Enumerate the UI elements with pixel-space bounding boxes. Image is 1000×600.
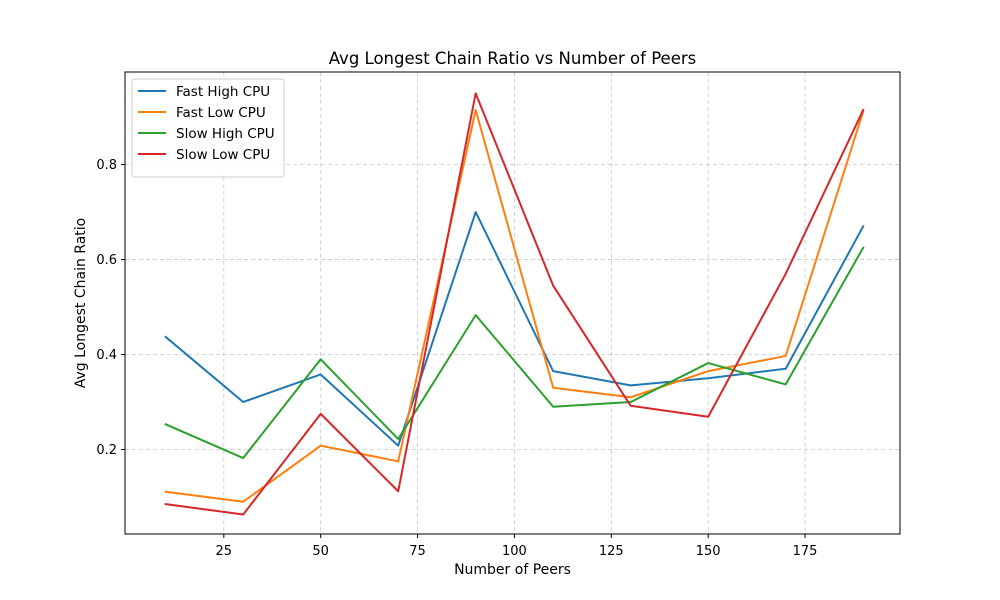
chart-title: Avg Longest Chain Ratio vs Number of Pee… — [329, 49, 697, 68]
y-axis-ticks: 0.2 0.4 0.6 0.8 — [96, 158, 125, 458]
legend: Fast High CPU Fast Low CPU Slow High CPU Sl… — [131, 78, 285, 178]
y-tick-label: 0.4 — [96, 348, 117, 363]
legend-label: Fast High CPU — [176, 84, 270, 100]
x-tick-label: 50 — [312, 544, 329, 559]
x-tick-label: 75 — [409, 544, 426, 559]
legend-label: Slow High CPU — [176, 126, 275, 142]
series-line-slow-high-cpu — [164, 246, 865, 460]
x-axis-label: Number of Peers — [454, 562, 571, 578]
series-line-slow-low-cpu — [164, 92, 865, 516]
series-line-fast-low-cpu — [164, 108, 865, 503]
y-axis-label: Avg Longest Chain Ratio — [73, 218, 89, 389]
x-tick-label: 100 — [502, 544, 527, 559]
legend-label: Fast Low CPU — [176, 105, 266, 121]
x-axis-ticks: 25 50 75 100 125 150 175 — [216, 534, 818, 559]
grid — [125, 72, 900, 534]
plot-frame — [124, 71, 901, 535]
x-tick-label: 125 — [599, 544, 624, 559]
y-tick-label: 0.6 — [96, 253, 117, 268]
x-tick-label: 175 — [793, 544, 818, 559]
y-tick-label: 0.8 — [96, 158, 117, 173]
legend-label: Slow Low CPU — [176, 147, 270, 163]
x-tick-label: 150 — [696, 544, 721, 559]
y-tick-label: 0.2 — [96, 443, 117, 458]
legend-box — [131, 78, 285, 178]
x-tick-label: 25 — [216, 544, 233, 559]
series-lines — [164, 92, 865, 516]
